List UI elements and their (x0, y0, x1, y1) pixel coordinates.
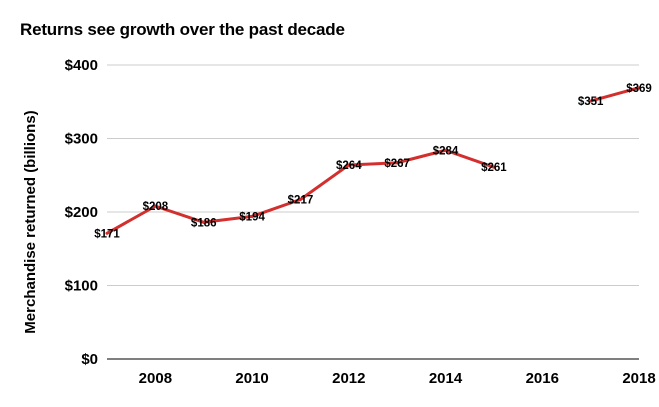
y-tick-label: $400 (65, 57, 98, 74)
x-tick-label: 2018 (622, 370, 655, 387)
y-tick-label: $0 (81, 351, 98, 368)
y-tick-label: $300 (65, 131, 98, 148)
data-label: $261 (481, 162, 507, 174)
data-label: $171 (94, 228, 120, 240)
data-label: $186 (191, 217, 217, 229)
series-line-segment (589, 86, 641, 103)
series-lines (105, 86, 641, 235)
series-line-segment (153, 204, 206, 224)
x-tick-label: 2012 (332, 370, 365, 387)
data-label: $351 (578, 96, 604, 108)
data-label: $208 (143, 201, 169, 213)
y-tick-label: $200 (65, 204, 98, 221)
series-line-segment (347, 161, 399, 167)
y-tick-label: $100 (65, 278, 98, 295)
series-line-segment (105, 204, 157, 235)
data-labels: $171 $208 $186 $194 $217 $264 $267 $284 $261 $351… (94, 83, 652, 241)
data-label: $267 (384, 158, 410, 170)
data-label: $264 (336, 160, 362, 172)
x-tick-label: 2010 (235, 370, 268, 387)
x-tick-label: 2008 (139, 370, 172, 387)
series-line-segment (395, 148, 448, 165)
y-axis-ticks: $0 $100 $200 $300 $400 (65, 57, 98, 368)
gridlines (107, 64, 639, 360)
data-label: $217 (288, 195, 314, 207)
data-label: $369 (626, 83, 652, 95)
x-tick-label: 2014 (429, 370, 463, 387)
chart-title: Returns see growth over the past decade (20, 20, 345, 39)
x-axis-ticks: 2008 2010 2012 2014 2016 2018 (139, 370, 656, 387)
series-line-segment (250, 198, 302, 218)
series-line-segment (298, 163, 351, 202)
series-line-segment (202, 214, 254, 224)
y-axis-title: Merchandise returned (billions) (22, 110, 39, 333)
data-label: $194 (239, 211, 265, 223)
data-label: $284 (433, 145, 459, 157)
series-line-segment (444, 148, 496, 169)
x-tick-label: 2016 (526, 370, 559, 387)
